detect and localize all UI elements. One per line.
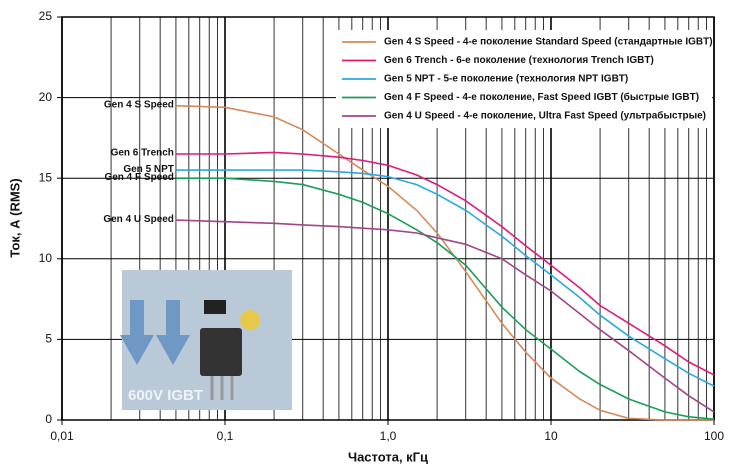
arrow-icon (120, 300, 154, 365)
product-photo: 600V IGBT (120, 270, 292, 410)
x-tick-label: 100 (704, 429, 724, 443)
series-line (175, 104, 714, 421)
y-tick-label: 20 (39, 90, 53, 104)
x-tick-label: 0,01 (50, 429, 74, 443)
legend-label: Gen 4 S Speed - 4-е поколение Standard S… (384, 37, 713, 48)
arrow-icon (156, 300, 190, 365)
series-line (175, 219, 715, 413)
chip-icon (200, 328, 242, 376)
series-line (175, 169, 715, 387)
inset-text: 600V IGBT (128, 387, 203, 404)
x-axis-title: Частота, кГц (348, 449, 428, 464)
y-tick-label: 10 (39, 251, 53, 265)
legend-box (336, 30, 712, 128)
plot-frame (61, 16, 715, 421)
y-tick-label: 5 (45, 332, 52, 346)
legend-label: Gen 5 NPT - 5-е поколение (технология NP… (384, 74, 628, 85)
line-label: Gen 6 Trench (111, 148, 174, 159)
line-label: Gen 4 F Speed (104, 172, 173, 183)
line-label: Gen 4 S Speed (104, 99, 174, 110)
line-label: Gen 4 U Speed (103, 214, 174, 225)
legend-label: Gen 6 Trench - 6-е поколение (технология… (384, 55, 654, 66)
line-label: Gen 5 NPT (123, 164, 174, 175)
chip-icon (204, 300, 226, 314)
legend-label: Gen 4 F Speed - 4-е поколение, Fast Spee… (384, 91, 699, 103)
y-axis-title: Ток, А (RMS) (7, 178, 22, 257)
y-tick-label: 25 (39, 9, 53, 23)
y-tick-label: 0 (45, 412, 52, 426)
x-tick-label: 1,0 (380, 429, 397, 443)
legend-label: Gen 4 U Speed - 4-е поколение, Ultra Fas… (384, 110, 706, 122)
chip-icon (240, 310, 260, 330)
series-line (175, 177, 715, 420)
series-line (175, 151, 715, 376)
x-tick-label: 0,1 (217, 429, 234, 443)
x-tick-label: 10 (544, 429, 558, 443)
y-tick-label: 15 (39, 170, 53, 184)
